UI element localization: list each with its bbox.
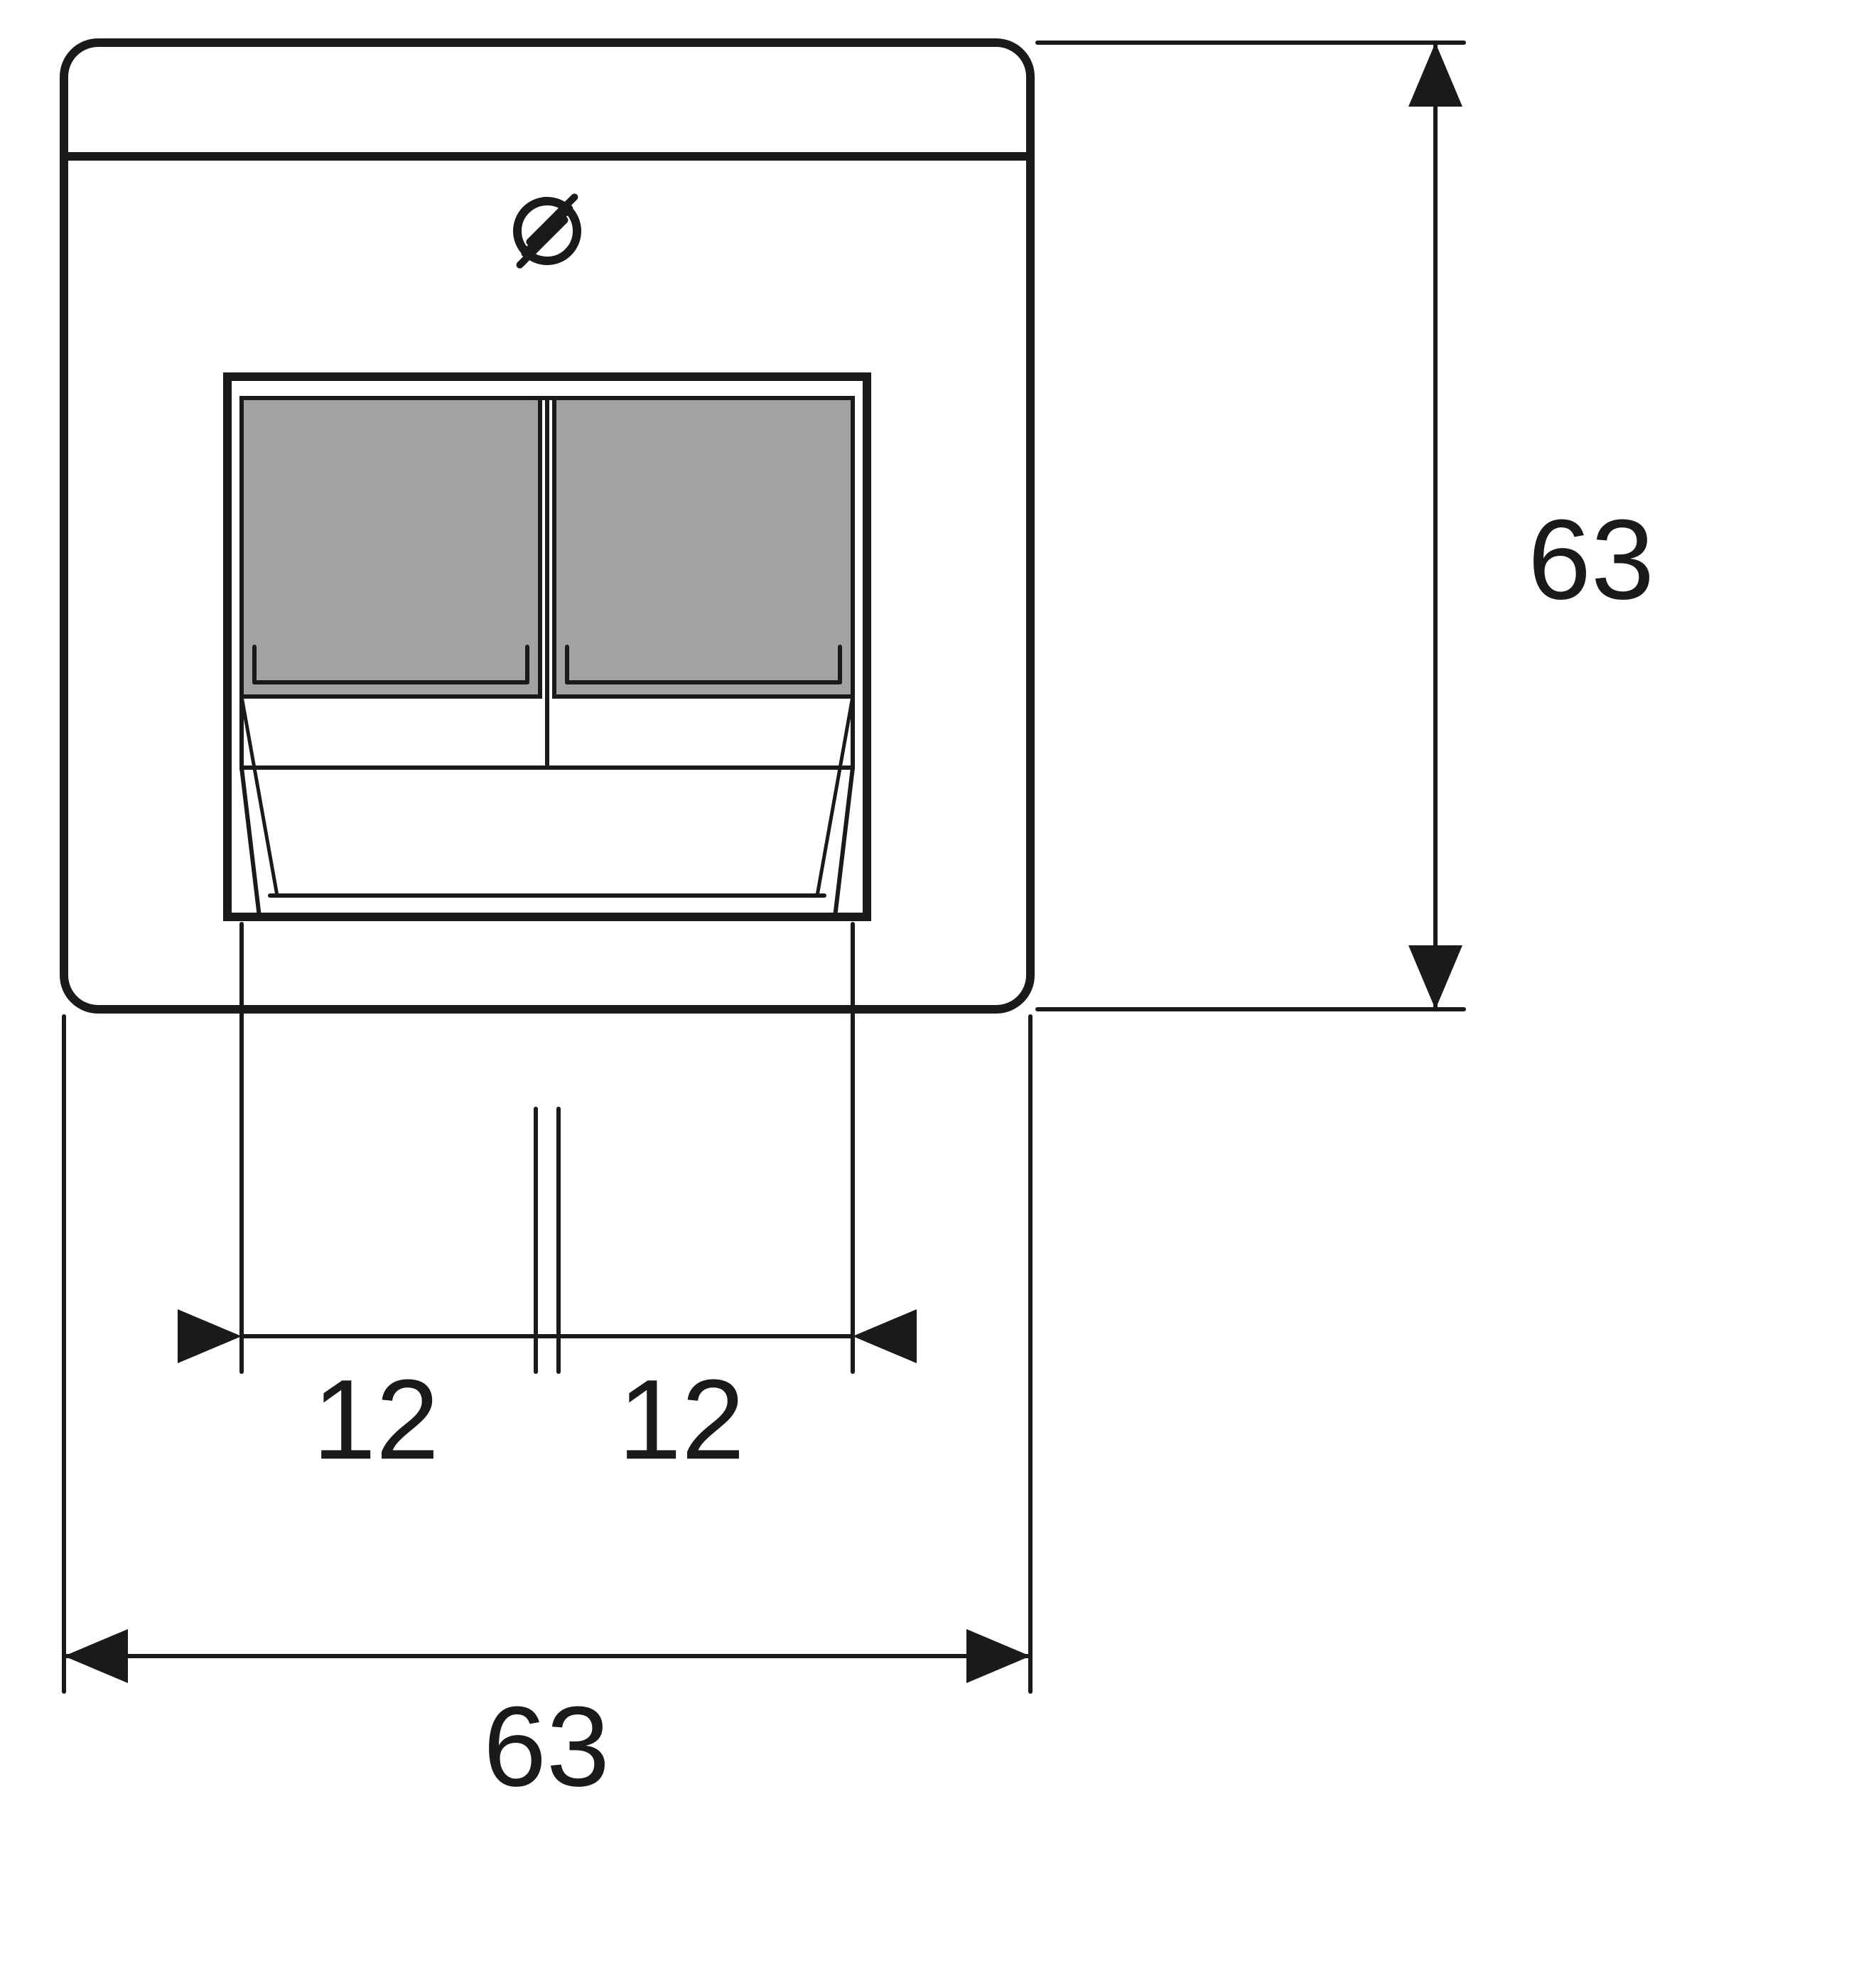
- dim-port-left-label: 12: [313, 1355, 439, 1483]
- dimension-height: 63: [1037, 43, 1654, 1009]
- technical-drawing-svg: 63 63 12 12: [0, 0, 1876, 1961]
- diagram-container: 63 63 12 12: [0, 0, 1876, 1961]
- port-right: [554, 398, 853, 697]
- dim-height-label: 63: [1528, 495, 1654, 623]
- port-recess: [227, 377, 867, 917]
- dim-port-right-label: 12: [618, 1355, 745, 1483]
- dim-width-label: 63: [483, 1682, 610, 1810]
- port-left: [242, 398, 540, 697]
- dimension-width: 63: [64, 1016, 1030, 1810]
